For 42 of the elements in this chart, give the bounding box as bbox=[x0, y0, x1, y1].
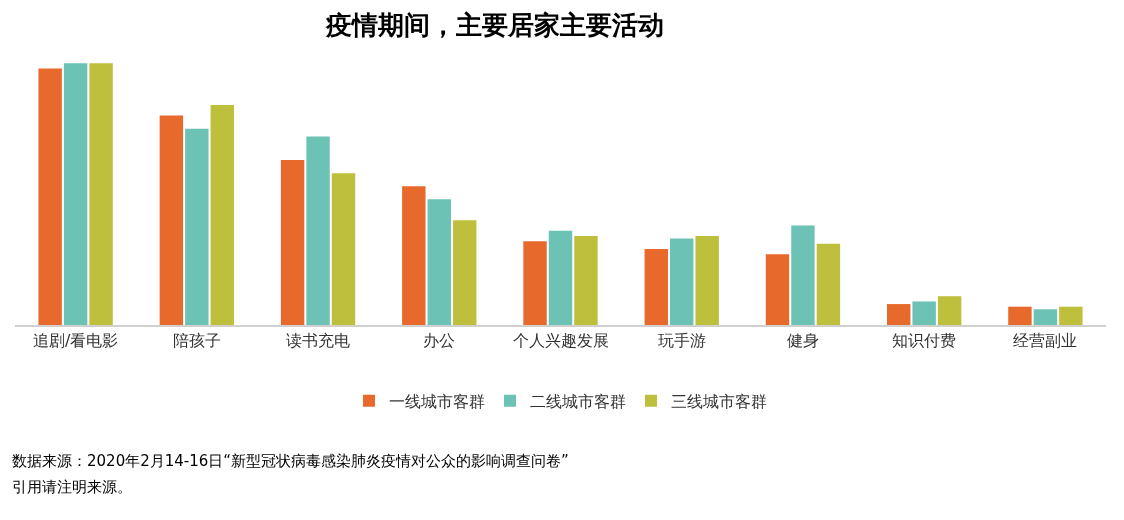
x-tick-label: 经营副业 bbox=[1013, 331, 1078, 351]
bar bbox=[695, 236, 719, 325]
bar bbox=[280, 160, 305, 325]
legend-label: 二线城市客群 bbox=[530, 391, 626, 411]
bar bbox=[306, 136, 330, 325]
legend-label: 一线城市客群 bbox=[389, 391, 485, 411]
bar bbox=[912, 301, 936, 325]
bar bbox=[63, 63, 88, 325]
bar bbox=[574, 236, 598, 325]
legend-label: 三线城市客群 bbox=[671, 391, 767, 411]
x-tick-label: 读书充电 bbox=[286, 331, 351, 351]
bar bbox=[791, 225, 815, 325]
chart-title: 疫情期间，主要居家主要活动 bbox=[324, 9, 664, 40]
bar bbox=[887, 304, 911, 325]
x-tick-label: 追剧/看电影 bbox=[32, 331, 119, 351]
bar bbox=[1008, 306, 1032, 325]
bar bbox=[816, 243, 841, 325]
bar bbox=[765, 254, 790, 325]
bar bbox=[427, 199, 451, 325]
bar bbox=[89, 63, 113, 325]
bar bbox=[331, 173, 356, 325]
x-tick-label: 个人兴趣发展 bbox=[512, 331, 609, 351]
bar bbox=[159, 115, 184, 325]
bar bbox=[453, 220, 477, 325]
bar bbox=[185, 128, 209, 325]
bar bbox=[937, 296, 962, 325]
bar bbox=[548, 230, 573, 325]
text: 引用请注明来源。 bbox=[12, 478, 132, 496]
bar bbox=[402, 186, 426, 325]
x-tick-label: 健身 bbox=[786, 331, 819, 351]
bar bbox=[38, 68, 62, 325]
bar bbox=[523, 241, 547, 325]
x-tick-label: 办公 bbox=[423, 331, 456, 351]
x-tick-label: 陪孩子 bbox=[172, 331, 221, 351]
bar bbox=[670, 238, 694, 325]
x-tick-label: 玩手游 bbox=[657, 331, 706, 351]
source-note: 数据来源：2020年2月14-16日“新型冠状病毒感染肺炎疫情对公众的影响调查问卷” bbox=[12, 452, 569, 470]
bar bbox=[1059, 306, 1083, 325]
bar bbox=[210, 105, 234, 325]
x-tick-label: 知识付费 bbox=[892, 331, 957, 351]
bar bbox=[1033, 309, 1058, 325]
bar bbox=[644, 249, 668, 325]
